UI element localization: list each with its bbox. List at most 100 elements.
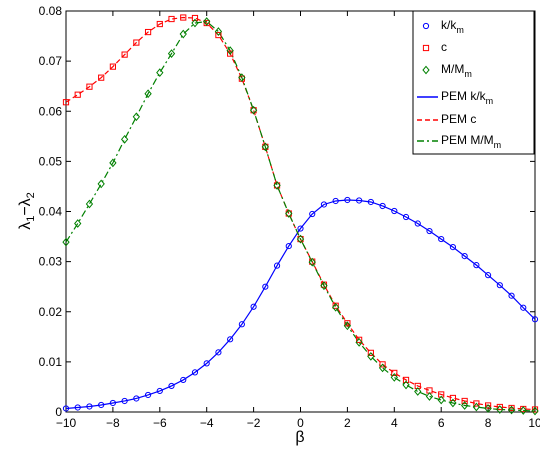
data-point [391,369,398,377]
data-point [344,196,351,204]
legend-box [412,10,535,155]
data-point [144,28,152,36]
data-point [414,220,421,227]
data-point [262,283,269,290]
data-point [472,402,481,412]
data-point [74,219,82,228]
data-point [414,387,422,396]
data-point [343,321,352,331]
x-tick-label: 10 [528,416,540,430]
data-point [62,237,70,247]
data-point [98,74,105,81]
data-point [320,281,328,291]
legend-label: PEM c [441,112,476,126]
data-point [86,83,93,90]
data-point [508,404,515,412]
data-point [473,262,480,269]
x-tick-label: 8 [485,416,492,430]
x-tick-label: −8 [106,416,120,430]
data-point [109,63,117,70]
data-point [168,15,175,23]
data-point [296,234,305,244]
legend-entry: PEM c [417,112,476,126]
data-point [109,399,117,407]
data-point [426,227,433,235]
legend-label: k/km [441,18,464,35]
y-tick-label: 0.04 [39,205,63,219]
legend-label: M/Mm [441,62,472,79]
data-point [249,105,258,115]
data-point [156,68,164,78]
data-point [461,253,468,260]
data-point [121,397,128,405]
data-point [97,179,105,189]
y-tick-label: 0.03 [39,255,63,269]
x-tick-label: 0 [297,416,304,430]
data-point [355,337,363,347]
data-point [473,400,480,407]
data-point [86,403,93,410]
data-point [520,304,527,311]
legend-entry: PEM M/Mm [417,133,501,150]
data-point [402,380,410,390]
data-point [156,20,163,28]
y-tick-label: 0.02 [39,305,63,319]
data-point [133,395,140,402]
data-point [531,316,539,323]
data-point [191,14,199,22]
data-point [285,242,292,250]
data-point [496,405,504,414]
data-point [485,272,492,279]
data-point [85,199,94,209]
legend-entry: M/Mm [422,62,472,79]
data-point [461,397,468,405]
data-point [332,197,339,205]
data-point [344,320,351,327]
data-point [367,351,375,361]
legend-symbol [422,22,430,30]
data-point [332,302,340,312]
data-point [203,360,210,367]
y-tick-label: 0.07 [39,54,63,68]
data-point [261,142,269,152]
y-tick-label: 0.08 [39,4,63,18]
data-point [308,257,316,267]
data-point [297,225,304,232]
series-path [65,20,536,412]
y-axis-label: λ1−λ2 [17,192,37,230]
series-markers-k-k-m [62,196,539,412]
legend: k/km c M/Mm PEM k/km PEM c PEM M/Mm [412,10,535,155]
x-tick-label: −4 [200,416,214,430]
data-point [531,406,539,416]
data-point [74,91,81,98]
axis-ticks: −10 −8 −6 −4 −2 0 2 4 6 8 10 0 0.01 0.02 0.03 0.04 0.05 0… [39,4,540,430]
data-point [356,336,363,343]
data-point [402,376,410,384]
data-point [203,17,211,26]
legend-symbol [422,44,430,52]
data-point [132,112,141,122]
data-point [519,406,527,415]
data-point [215,31,222,39]
y-axis-label-group: λ1−λ2 [17,192,37,230]
x-tick-label: 2 [344,416,351,430]
data-point [273,181,281,190]
data-point [508,292,515,299]
data-point [144,89,152,99]
data-point [379,361,386,368]
x-tick-label: 6 [438,416,445,430]
data-point [109,158,117,168]
data-point [449,394,457,402]
y-tick-label: 0.06 [39,104,63,118]
series-line-pem-m-m-m [65,20,536,412]
legend-symbol [422,65,430,75]
data-point [238,73,246,83]
data-point [226,46,234,55]
data-point [98,401,105,409]
legend-label: PEM k/km [441,89,493,106]
legend-label: c [441,40,447,54]
series-path [65,199,536,410]
data-point [215,349,222,356]
